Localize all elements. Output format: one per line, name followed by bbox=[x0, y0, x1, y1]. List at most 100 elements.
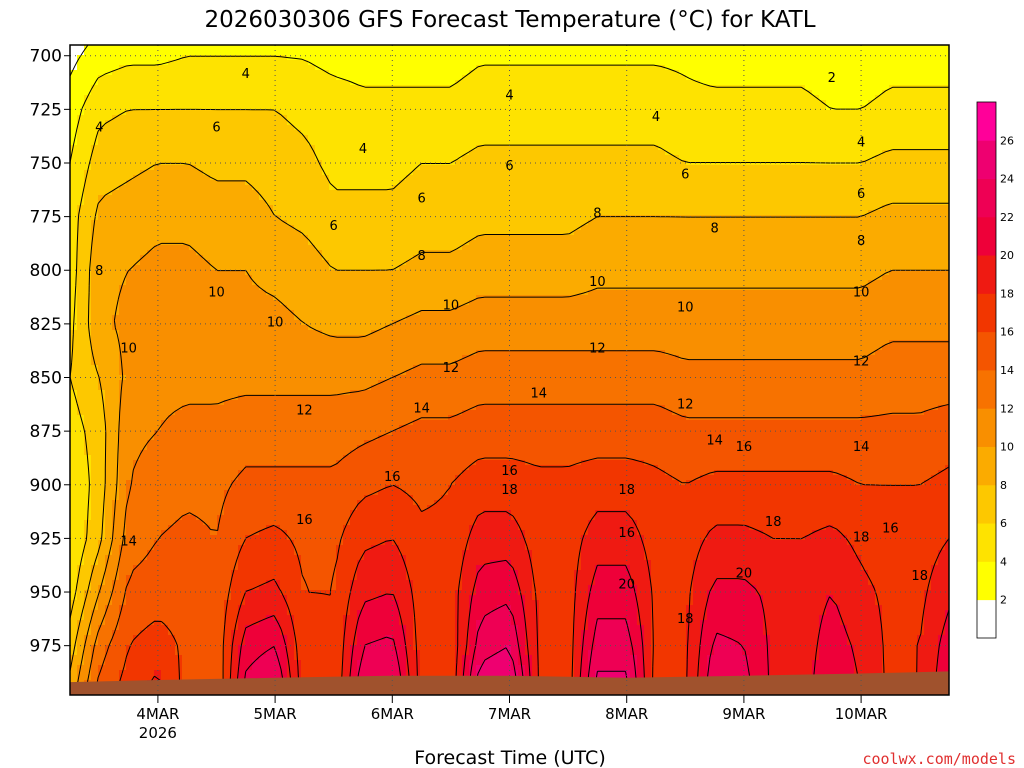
temp-cell bbox=[224, 205, 232, 211]
temp-cell bbox=[238, 555, 246, 561]
temp-cell bbox=[287, 215, 295, 221]
temp-cell bbox=[231, 615, 239, 621]
temp-cell bbox=[252, 140, 260, 146]
temp-cell bbox=[154, 585, 162, 591]
temp-cell bbox=[91, 585, 99, 591]
temp-cell bbox=[140, 165, 148, 171]
temp-cell bbox=[168, 550, 176, 556]
temp-cell bbox=[217, 430, 225, 436]
temp-cell bbox=[301, 430, 309, 436]
temp-cell bbox=[196, 315, 204, 321]
temp-cell bbox=[133, 230, 141, 236]
temp-cell bbox=[217, 120, 225, 126]
temp-cell bbox=[126, 210, 134, 216]
temp-cell bbox=[189, 505, 197, 511]
temp-cell bbox=[238, 550, 246, 556]
temp-cell bbox=[175, 105, 183, 111]
temp-cell bbox=[189, 375, 197, 381]
temp-cell bbox=[280, 285, 288, 291]
temp-cell bbox=[126, 285, 134, 291]
temp-cell bbox=[329, 530, 337, 536]
temp-cell bbox=[161, 470, 169, 476]
temp-cell bbox=[119, 265, 127, 271]
temp-cell bbox=[126, 300, 134, 306]
temp-cell bbox=[126, 555, 134, 561]
temp-cell bbox=[168, 585, 176, 591]
temp-cell bbox=[119, 75, 127, 81]
temp-cell bbox=[203, 480, 211, 486]
temp-cell bbox=[168, 270, 176, 276]
temp-cell bbox=[161, 90, 169, 96]
temp-cell bbox=[273, 550, 281, 556]
temp-cell bbox=[154, 640, 162, 646]
temp-cell bbox=[140, 145, 148, 151]
temp-cell bbox=[98, 370, 106, 376]
temp-cell bbox=[210, 105, 218, 111]
temp-cell bbox=[126, 350, 134, 356]
temp-cell bbox=[245, 545, 253, 551]
temp-cell bbox=[280, 165, 288, 171]
temp-cell bbox=[140, 230, 148, 236]
temp-cell bbox=[273, 660, 281, 666]
temp-cell bbox=[308, 350, 316, 356]
temp-cell bbox=[161, 150, 169, 156]
temp-cell bbox=[245, 365, 253, 371]
temp-cell bbox=[259, 105, 267, 111]
temp-cell bbox=[238, 125, 246, 131]
temp-cell bbox=[280, 240, 288, 246]
temp-cell bbox=[308, 585, 316, 591]
temp-cell bbox=[196, 225, 204, 231]
temp-cell bbox=[217, 540, 225, 546]
temp-cell bbox=[224, 65, 232, 71]
temp-cell bbox=[238, 325, 246, 331]
temp-cell bbox=[84, 125, 92, 131]
temp-cell bbox=[259, 620, 267, 626]
temp-cell bbox=[112, 450, 120, 456]
temp-cell bbox=[336, 115, 344, 121]
temp-cell bbox=[133, 65, 141, 71]
temp-cell bbox=[322, 265, 330, 271]
temp-cell bbox=[105, 105, 113, 111]
temp-cell bbox=[112, 605, 120, 611]
temp-cell bbox=[98, 280, 106, 286]
temp-cell bbox=[84, 530, 92, 536]
temp-cell bbox=[175, 80, 183, 86]
temp-cell bbox=[315, 505, 323, 511]
temp-cell bbox=[133, 495, 141, 501]
temp-cell bbox=[112, 225, 120, 231]
temp-cell bbox=[273, 85, 281, 91]
temp-cell bbox=[287, 130, 295, 136]
temp-cell bbox=[70, 415, 78, 421]
temp-cell bbox=[315, 550, 323, 556]
temp-cell bbox=[91, 425, 99, 431]
temp-cell bbox=[280, 95, 288, 101]
temp-cell bbox=[266, 150, 274, 156]
temp-cell bbox=[119, 525, 127, 531]
temp-cell bbox=[294, 50, 302, 56]
temp-cell bbox=[77, 240, 85, 246]
temp-cell bbox=[294, 365, 302, 371]
temp-cell bbox=[105, 400, 113, 406]
temp-cell bbox=[301, 70, 309, 76]
temp-cell bbox=[259, 160, 267, 166]
temp-cell bbox=[112, 285, 120, 291]
temp-cell bbox=[238, 260, 246, 266]
temp-cell bbox=[126, 635, 134, 641]
temp-cell bbox=[119, 240, 127, 246]
temp-cell bbox=[217, 170, 225, 176]
temp-cell bbox=[133, 535, 141, 541]
temp-cell bbox=[203, 410, 211, 416]
temp-cell bbox=[259, 595, 267, 601]
temp-cell bbox=[252, 445, 260, 451]
temp-cell bbox=[105, 465, 113, 471]
temp-cell bbox=[273, 105, 281, 111]
temp-cell bbox=[231, 270, 239, 276]
temp-cell bbox=[77, 440, 85, 446]
temp-cell bbox=[168, 515, 176, 521]
temp-cell bbox=[266, 65, 274, 71]
temp-cell bbox=[294, 515, 302, 521]
temp-cell bbox=[238, 275, 246, 281]
temp-cell bbox=[301, 365, 309, 371]
temp-cell bbox=[119, 410, 127, 416]
temp-cell bbox=[168, 660, 176, 666]
